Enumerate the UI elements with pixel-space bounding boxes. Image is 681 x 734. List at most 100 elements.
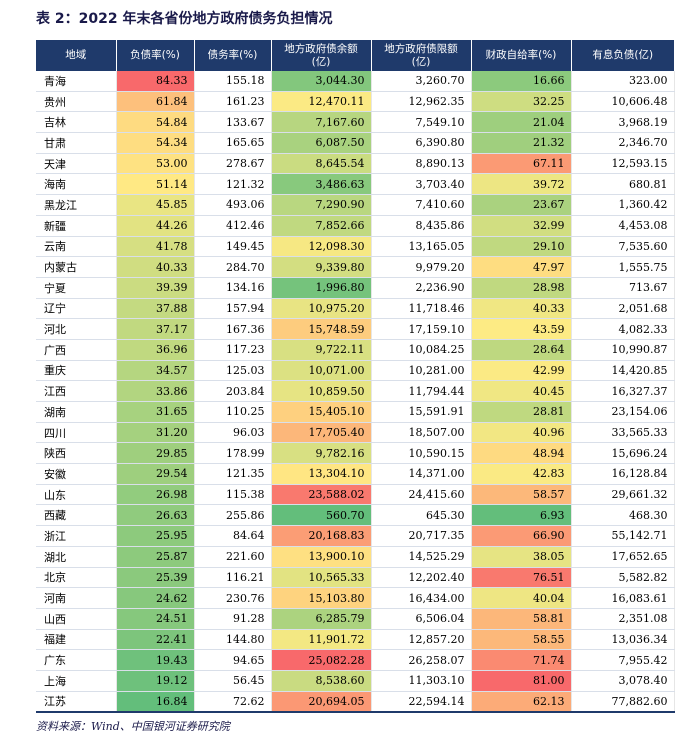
value-cell: 713.67 (571, 277, 675, 299)
value-cell: 255.86 (194, 504, 272, 527)
value-cell: 39.39 (116, 277, 195, 299)
value-cell: 34.57 (116, 360, 195, 382)
value-cell: 16.84 (116, 691, 195, 714)
value-cell: 680.81 (571, 173, 675, 196)
value-cell: 36.96 (116, 339, 195, 361)
table-row: 湖南 31.65 110.25 15,405.10 15,591.91 28.81 23,1… (36, 401, 675, 423)
value-cell: 468.30 (571, 504, 675, 527)
value-cell: 76.51 (471, 567, 572, 589)
value-cell: 16,327.37 (571, 380, 675, 402)
table-row: 江西 33.86 203.84 10,859.50 11,794.44 40.45 16,3… (36, 380, 675, 402)
region-cell: 天津 (36, 153, 117, 175)
region-cell: 宁夏 (36, 277, 117, 299)
value-cell: 26,258.07 (371, 649, 472, 671)
value-cell: 37.17 (116, 318, 195, 340)
value-cell: 116.21 (194, 567, 272, 589)
value-cell: 1,555.75 (571, 256, 675, 278)
value-cell: 26.98 (116, 484, 195, 506)
value-cell: 29.85 (116, 442, 195, 465)
table-row: 北京 25.39 116.21 10,565.33 12,202.40 76.51 5,58… (36, 567, 675, 589)
value-cell: 94.65 (194, 649, 272, 671)
value-cell: 12,202.40 (371, 567, 472, 589)
value-cell: 1,996.80 (271, 277, 372, 299)
region-cell: 山东 (36, 484, 117, 506)
value-cell: 284.70 (194, 256, 272, 278)
value-cell: 20,694.05 (271, 691, 372, 714)
value-cell: 17,705.40 (271, 422, 372, 444)
region-cell: 河北 (36, 318, 117, 340)
value-cell: 96.03 (194, 422, 272, 444)
table-row: 广东 19.43 94.65 25,082.28 26,258.07 71.74 7,955… (36, 649, 675, 671)
value-cell: 125.03 (194, 360, 272, 382)
value-cell: 22,594.14 (371, 691, 472, 714)
value-cell: 28.98 (471, 277, 572, 299)
region-cell: 贵州 (36, 91, 117, 113)
value-cell: 37.88 (116, 298, 195, 320)
region-cell: 内蒙古 (36, 256, 117, 278)
column-header: 地方政府债余额 (亿) (271, 40, 372, 71)
table-row: 内蒙古 40.33 284.70 9,339.80 9,979.20 47.97 1,555… (36, 256, 675, 278)
value-cell: 91.28 (194, 608, 272, 630)
value-cell: 15,748.59 (271, 318, 372, 340)
value-cell: 38.05 (471, 546, 572, 568)
value-cell: 3,044.30 (271, 71, 372, 92)
region-cell: 陕西 (36, 442, 117, 465)
region-cell: 江苏 (36, 691, 117, 714)
table-row: 重庆 34.57 125.03 10,071.00 10,281.00 42.99 14,4… (36, 360, 675, 382)
value-cell: 84.33 (116, 71, 195, 92)
value-cell: 40.33 (116, 256, 195, 278)
value-cell: 2,051.68 (571, 298, 675, 320)
value-cell: 13,304.10 (271, 463, 372, 485)
value-cell: 11,794.44 (371, 380, 472, 402)
region-cell: 辽宁 (36, 298, 117, 320)
region-cell: 安徽 (36, 463, 117, 485)
value-cell: 7,955.42 (571, 649, 675, 671)
table-row: 河北 37.17 167.36 15,748.59 17,159.10 43.59 4,08… (36, 318, 675, 340)
value-cell: 62.13 (471, 691, 572, 714)
value-cell: 47.97 (471, 256, 572, 278)
value-cell: 560.70 (271, 504, 372, 527)
value-cell: 24.51 (116, 608, 195, 630)
value-cell: 10,071.00 (271, 360, 372, 382)
value-cell: 10,859.50 (271, 380, 372, 402)
value-cell: 25.87 (116, 546, 195, 568)
value-cell: 10,590.15 (371, 442, 472, 465)
table-title: 表 2：2022 年末各省份地方政府债务负担情况 (36, 11, 333, 27)
table-row: 安徽 29.54 121.35 13,304.10 14,371.00 42.83 16,1… (36, 463, 675, 485)
region-cell: 北京 (36, 567, 117, 589)
value-cell: 84.64 (194, 525, 272, 547)
value-cell: 21.32 (471, 132, 572, 154)
value-cell: 6,390.80 (371, 132, 472, 154)
value-cell: 40.96 (471, 422, 572, 444)
value-cell: 40.45 (471, 380, 572, 402)
region-cell: 黑龙江 (36, 194, 117, 216)
value-cell: 8,538.60 (271, 670, 372, 692)
table-row: 吉林 54.84 133.67 7,167.60 7,549.10 21.04 3,968.… (36, 111, 675, 134)
value-cell: 25.39 (116, 567, 195, 589)
value-cell: 58.81 (471, 608, 572, 630)
region-cell: 云南 (36, 236, 117, 258)
region-cell: 浙江 (36, 525, 117, 547)
value-cell: 493.06 (194, 194, 272, 216)
table-row: 新疆 44.26 412.46 7,852.66 8,435.86 32.99 4,453.… (36, 215, 675, 237)
table-row: 云南 41.78 149.45 12,098.30 13,165.05 29.10 7,53… (36, 236, 675, 258)
value-cell: 7,852.66 (271, 215, 372, 237)
value-cell: 11,718.46 (371, 298, 472, 320)
value-cell: 10,084.25 (371, 339, 472, 361)
value-cell: 53.00 (116, 153, 195, 175)
value-cell: 33.86 (116, 380, 195, 402)
value-cell: 4,082.33 (571, 318, 675, 340)
column-header: 地域 (36, 40, 117, 71)
value-cell: 6,285.79 (271, 608, 372, 630)
value-cell: 9,722.11 (271, 339, 372, 361)
value-cell: 26.63 (116, 504, 195, 527)
table-row: 山东 26.98 115.38 23,588.02 24,415.60 58.57 29,6… (36, 484, 675, 506)
table-row: 辽宁 37.88 157.94 10,975.20 11,718.46 40.33 2,05… (36, 298, 675, 320)
table-row: 四川 31.20 96.03 17,705.40 18,507.00 40.96 33,56… (36, 422, 675, 444)
value-cell: 3,078.40 (571, 670, 675, 692)
value-cell: 16,128.84 (571, 463, 675, 485)
table-row: 湖北 25.87 221.60 13,900.10 14,525.29 38.05 17,6… (36, 546, 675, 568)
value-cell: 8,435.86 (371, 215, 472, 237)
value-cell: 4,453.08 (571, 215, 675, 237)
value-cell: 13,036.34 (571, 629, 675, 651)
